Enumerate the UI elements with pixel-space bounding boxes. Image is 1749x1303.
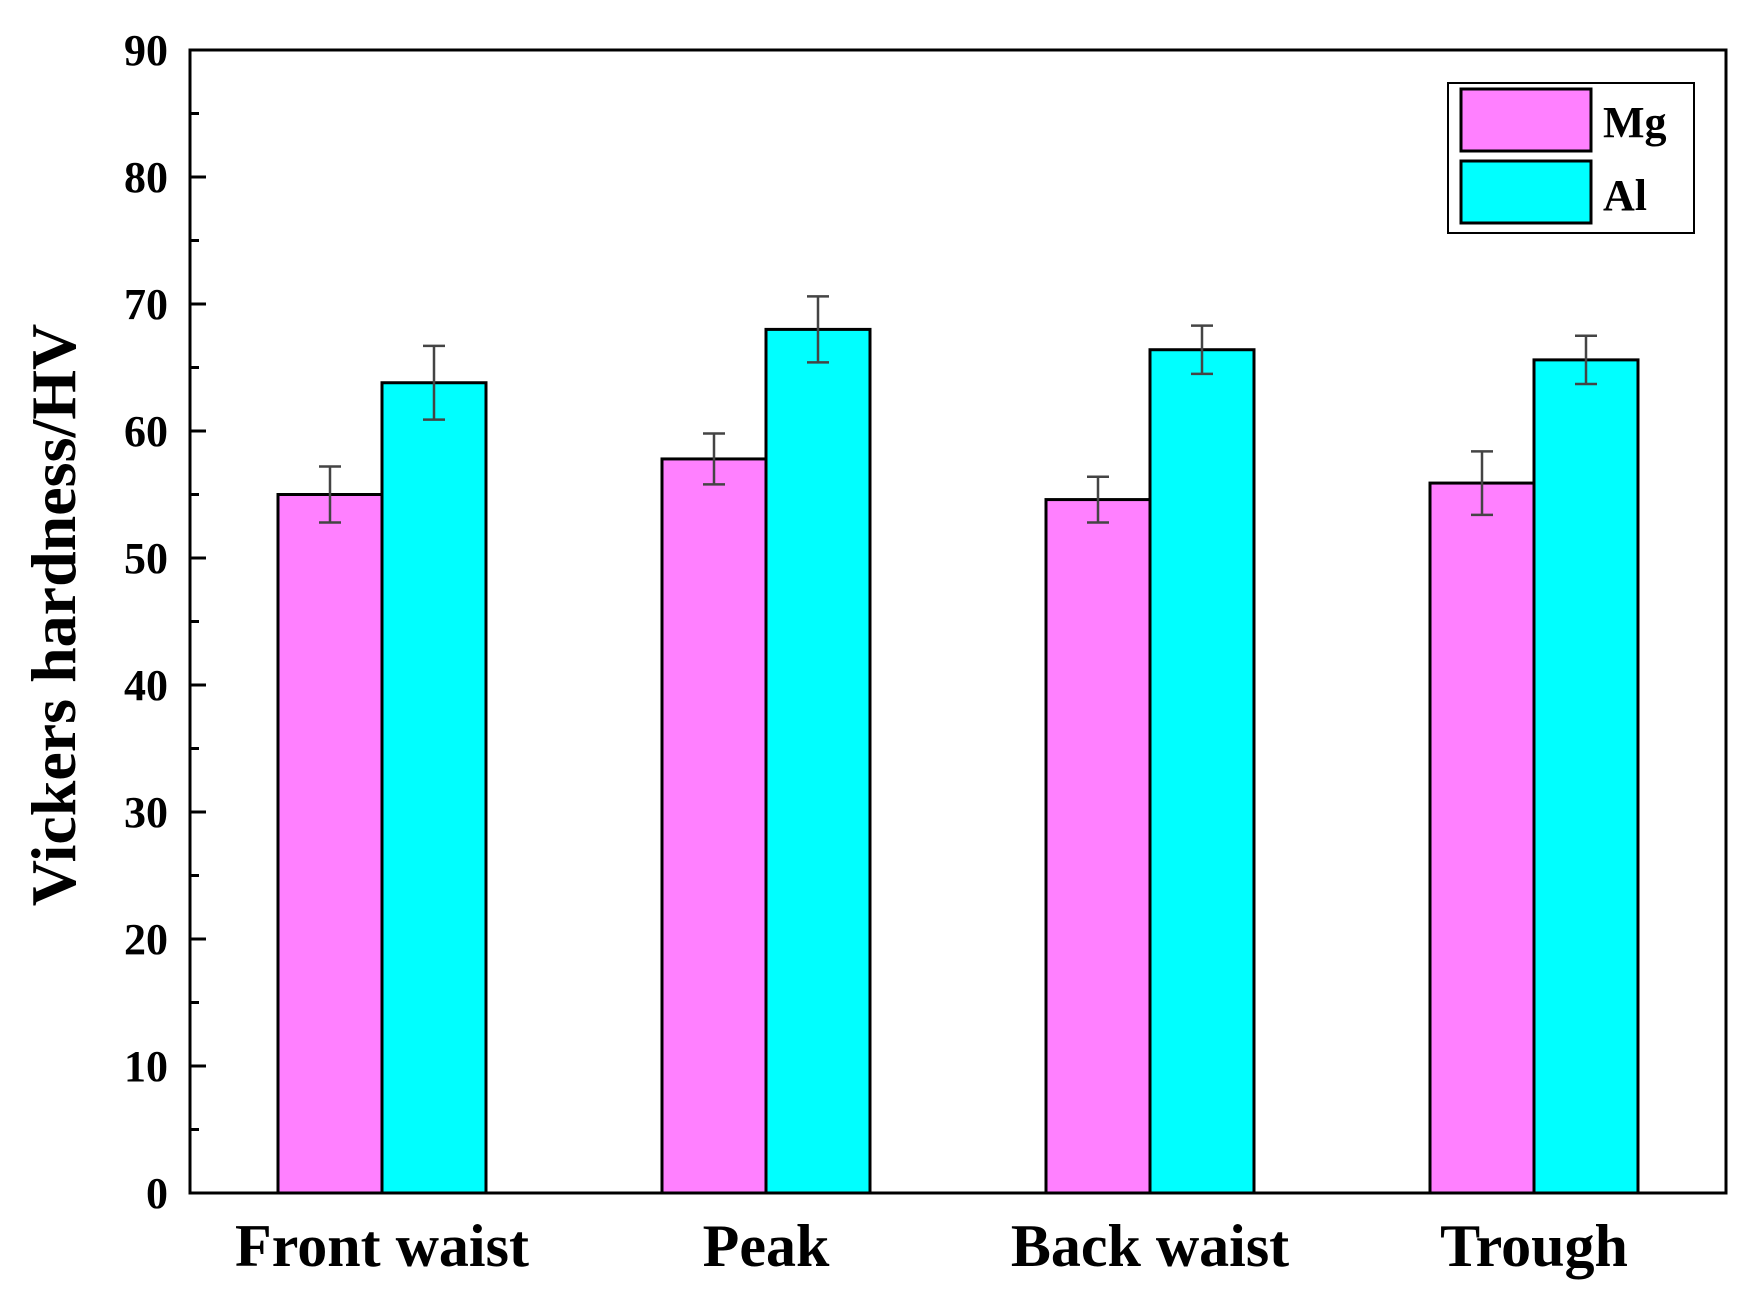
bar-al-trough xyxy=(1532,358,1640,1195)
error-bar xyxy=(319,465,341,524)
legend-label-mg: Mg xyxy=(1603,98,1667,147)
x-tick-label: Front waist xyxy=(235,1213,529,1279)
bar-mg-peak xyxy=(660,457,768,1195)
y-tick-label: 90 xyxy=(124,26,168,75)
bar-mg-back-waist xyxy=(1044,498,1152,1195)
y-tick-label: 0 xyxy=(146,1169,168,1218)
legend-label-al: Al xyxy=(1603,171,1647,220)
x-tick-label: Back waist xyxy=(1011,1213,1289,1279)
x-axis: Front waist Peak Back waist Trough xyxy=(235,1213,1628,1279)
y-tick-label: 40 xyxy=(124,661,168,710)
error-bar xyxy=(423,344,445,421)
y-axis: 0 10 20 30 40 50 60 70 80 90 xyxy=(124,26,206,1218)
error-bar xyxy=(807,295,829,364)
error-bar xyxy=(1087,475,1109,524)
bar-al-peak xyxy=(764,327,872,1195)
bar-al-front-waist xyxy=(380,381,488,1195)
y-tick-label: 50 xyxy=(124,534,168,583)
x-tick-label: Peak xyxy=(703,1213,830,1279)
bars xyxy=(276,327,1640,1195)
y-tick-label: 20 xyxy=(124,915,168,964)
legend-swatch-mg xyxy=(1459,87,1593,153)
error-bar xyxy=(1191,324,1213,376)
y-tick-label: 30 xyxy=(124,788,168,837)
bar-mg-front-waist xyxy=(276,493,384,1195)
y-axis-title: Vickers hardness/HV xyxy=(18,324,89,907)
bar-mg-trough xyxy=(1428,481,1536,1195)
error-bar xyxy=(703,432,725,486)
x-tick-label: Trough xyxy=(1440,1213,1628,1279)
y-tick-label: 70 xyxy=(124,280,168,329)
legend-swatch-al xyxy=(1459,159,1593,225)
error-bars xyxy=(319,295,1597,524)
error-bar xyxy=(1575,334,1597,386)
bar-al-back-waist xyxy=(1148,348,1256,1195)
legend: Mg Al xyxy=(1447,82,1695,234)
error-bar xyxy=(1471,450,1493,517)
y-tick-label: 10 xyxy=(124,1042,168,1091)
y-tick-label: 60 xyxy=(124,407,168,456)
y-tick-label: 80 xyxy=(124,153,168,202)
